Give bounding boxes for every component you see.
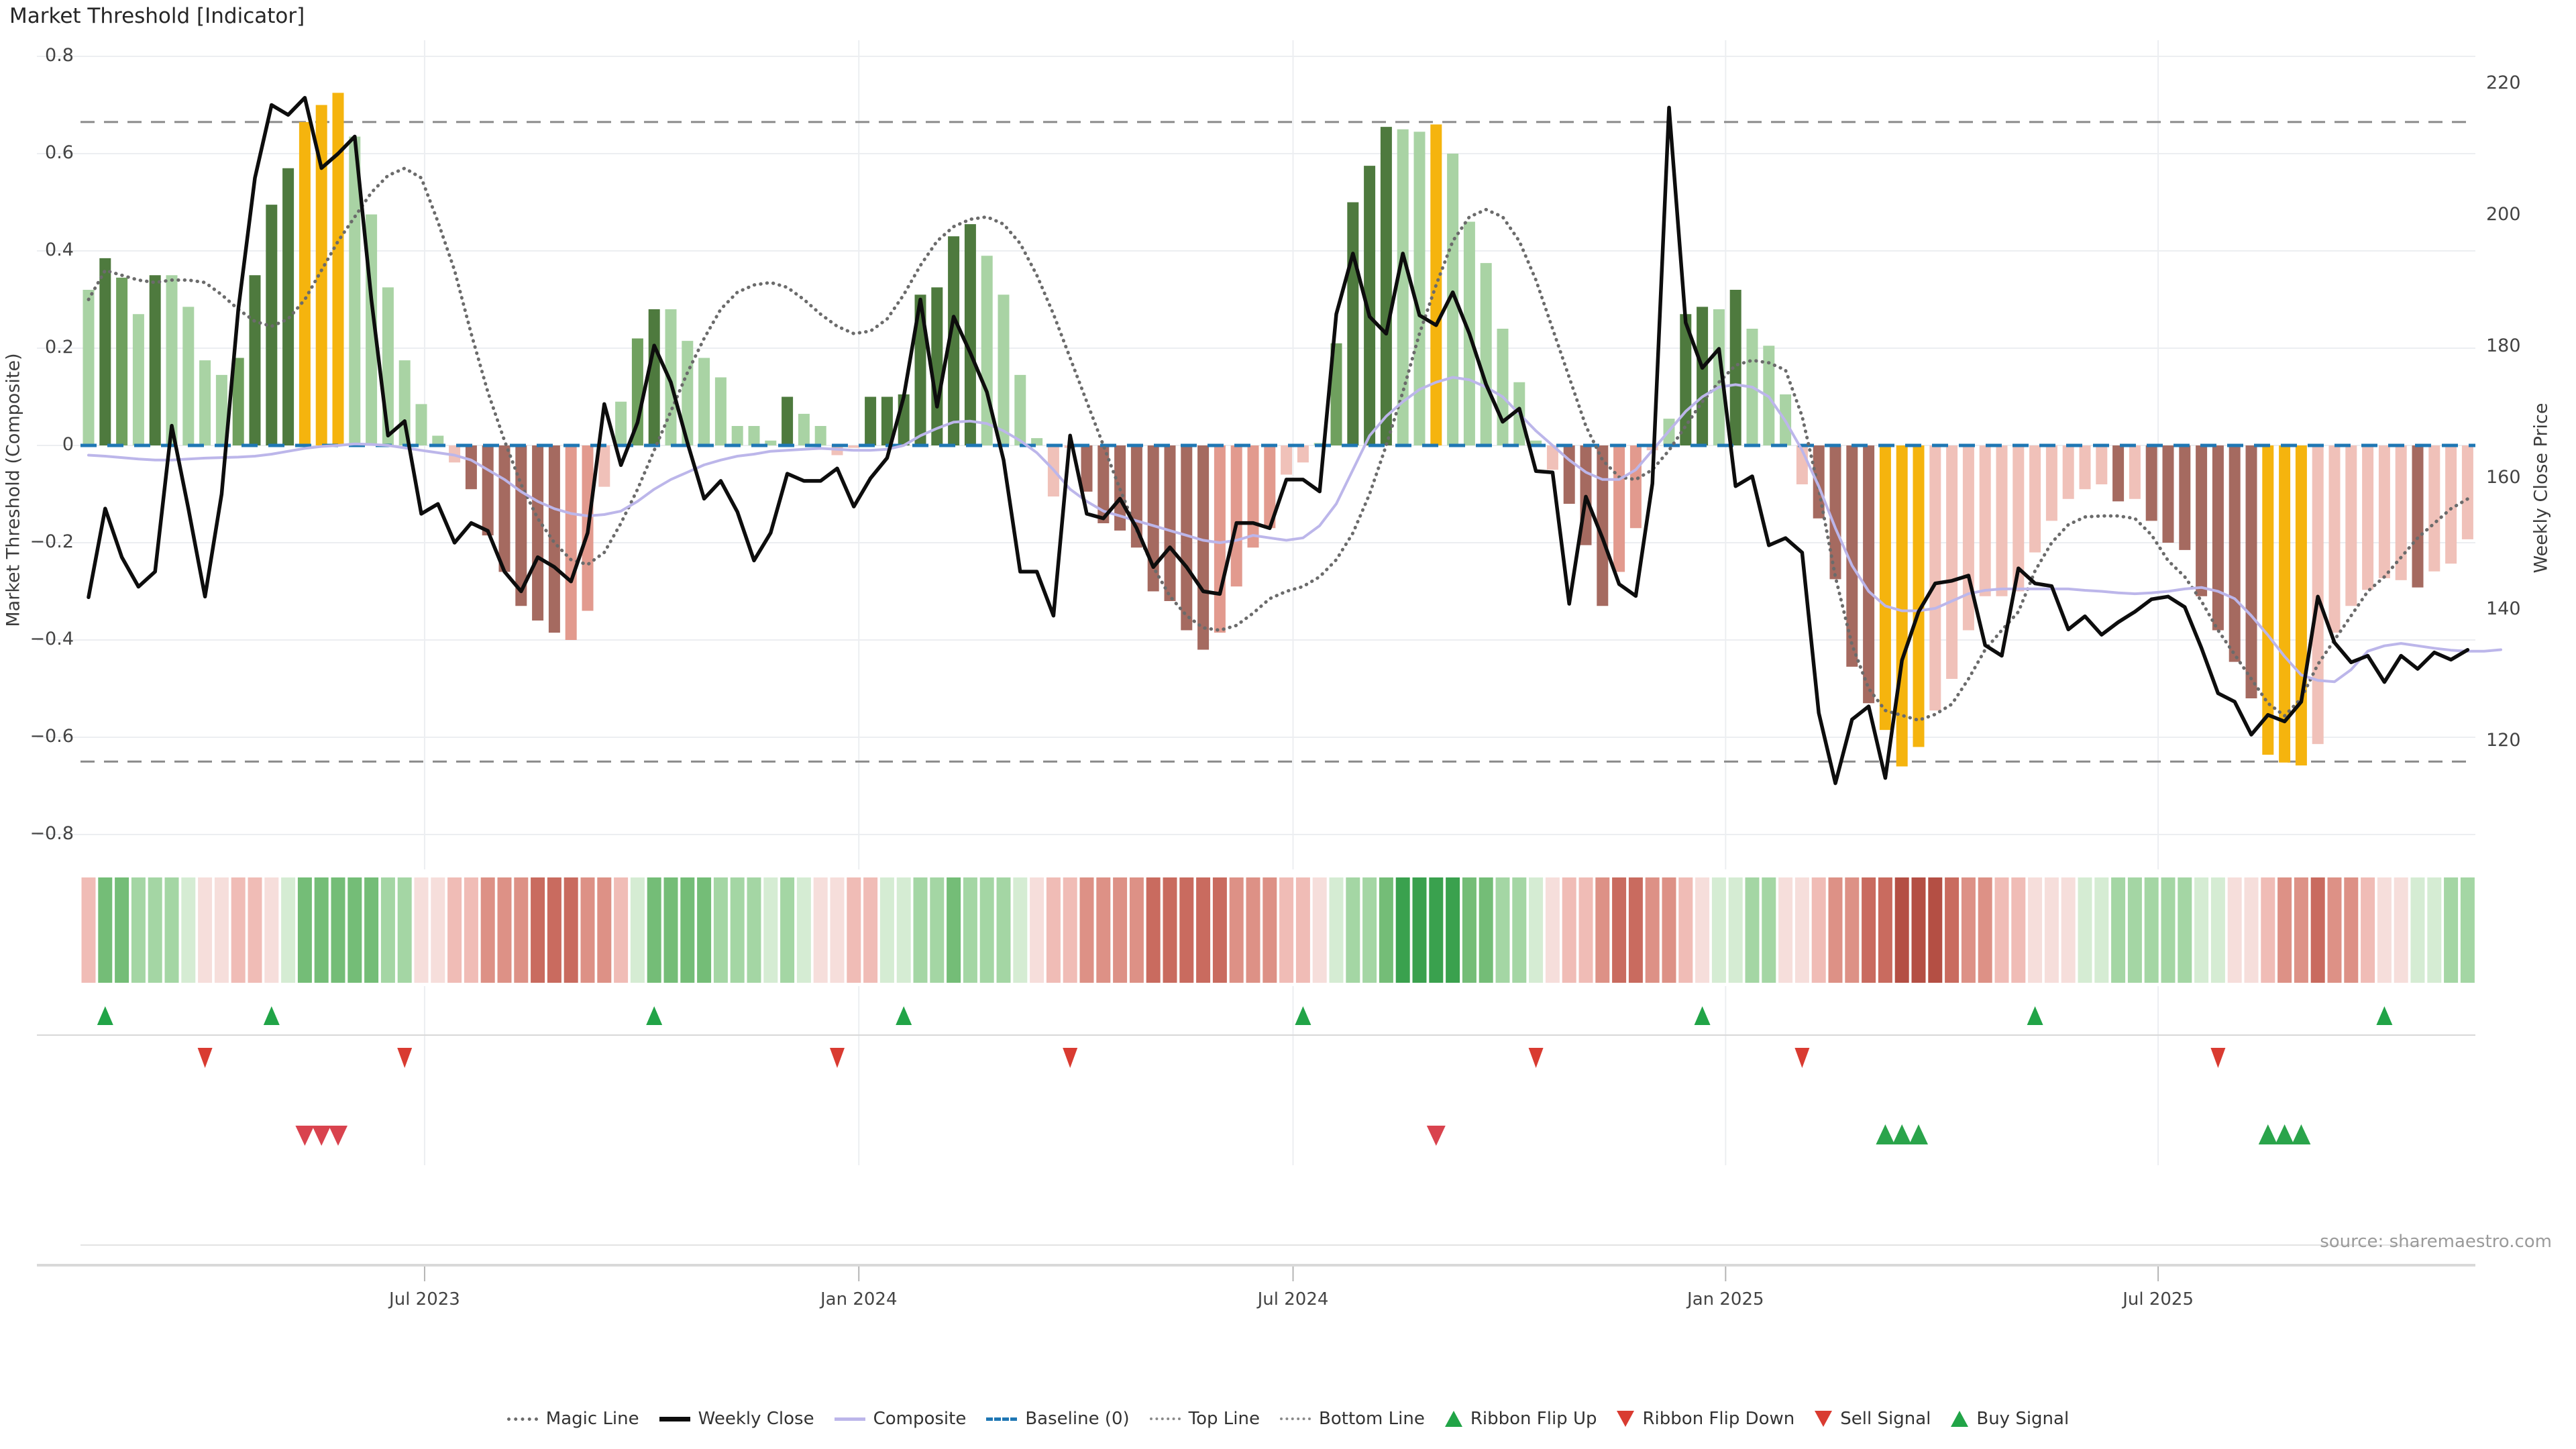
weekly-close-line bbox=[87, 95, 2470, 786]
momentum-ribbon bbox=[81, 877, 2475, 983]
legend-label: Composite bbox=[873, 1409, 967, 1429]
threshold-bars bbox=[83, 93, 2473, 767]
x-axis-tick: Jul 2023 bbox=[389, 1289, 460, 1309]
legend-label: Ribbon Flip Down bbox=[1642, 1409, 1795, 1429]
legend-label: Baseline (0) bbox=[1025, 1409, 1130, 1429]
tri-down-red-icon bbox=[1815, 1411, 1833, 1427]
dotted-gray-thin-icon bbox=[1149, 1417, 1181, 1420]
ribbon-flip-down-markers bbox=[197, 1048, 2226, 1068]
solid-lavender-icon bbox=[834, 1417, 865, 1421]
left-axis-tick: −0.4 bbox=[30, 629, 74, 649]
legend-label: Buy Signal bbox=[1976, 1409, 2070, 1429]
x-axis-tick: Jul 2024 bbox=[1257, 1289, 1329, 1309]
right-axis-tick: 140 bbox=[2486, 598, 2521, 619]
legend-label: Bottom Line bbox=[1319, 1409, 1425, 1429]
dashed-blue-icon bbox=[986, 1417, 1018, 1421]
top-bottom-guide-lines bbox=[80, 121, 2475, 763]
x-axis-tick: Jul 2025 bbox=[2123, 1289, 2194, 1309]
left-axis-tick: −0.6 bbox=[30, 726, 74, 747]
legend-label: Weekly Close bbox=[698, 1409, 814, 1429]
legend-item-top-line: Top Line bbox=[1149, 1409, 1260, 1429]
left-axis-tick: 0 bbox=[62, 434, 74, 455]
legend-label: Sell Signal bbox=[1840, 1409, 1931, 1429]
composite-line bbox=[87, 376, 2502, 684]
legend: Magic Line Weekly Close Composite Baseline … bbox=[0, 1409, 2576, 1429]
legend-item-baseline-0-: Baseline (0) bbox=[986, 1409, 1130, 1429]
legend-item-composite: Composite bbox=[834, 1409, 967, 1429]
left-axis-tick: −0.8 bbox=[30, 823, 74, 844]
buy-signal-markers bbox=[1876, 1124, 2311, 1144]
legend-label: Top Line bbox=[1188, 1409, 1260, 1429]
page-title: Market Threshold [Indicator] bbox=[9, 4, 305, 28]
legend-item-ribbon-flip-down: Ribbon Flip Down bbox=[1617, 1409, 1794, 1429]
ribbon-flip-up-markers bbox=[97, 1006, 2393, 1025]
dotted-gray-thin-icon bbox=[1280, 1417, 1311, 1420]
left-axis-tick: 0.6 bbox=[45, 142, 74, 163]
legend-label: Magic Line bbox=[545, 1409, 639, 1429]
gridlines bbox=[37, 40, 2475, 1246]
left-axis-tick: 0.4 bbox=[45, 239, 74, 260]
legend-item-bottom-line: Bottom Line bbox=[1280, 1409, 1425, 1429]
legend-item-sell-signal: Sell Signal bbox=[1815, 1409, 1931, 1429]
right-axis-tick: 160 bbox=[2486, 466, 2521, 488]
left-axis-tick: 0.8 bbox=[45, 45, 74, 66]
right-axis-tick: 120 bbox=[2486, 729, 2521, 751]
dotted-gray-icon bbox=[506, 1417, 538, 1421]
legend-item-buy-signal: Buy Signal bbox=[1951, 1409, 2069, 1429]
x-axis-tick: Jan 2024 bbox=[820, 1289, 898, 1309]
legend-item-ribbon-flip-up: Ribbon Flip Up bbox=[1444, 1409, 1597, 1429]
tri-up-green-icon bbox=[1444, 1411, 1462, 1427]
x-axis-tick: Jan 2025 bbox=[1687, 1289, 1764, 1309]
left-axis-tick: 0.2 bbox=[45, 337, 74, 358]
solid-black-icon bbox=[659, 1416, 690, 1421]
right-axis-tick: 200 bbox=[2486, 204, 2521, 225]
sell-signal-markers bbox=[295, 1126, 1446, 1146]
right-axis-tick: 220 bbox=[2486, 72, 2521, 94]
tri-up-green-icon bbox=[1951, 1411, 1969, 1427]
legend-item-weekly-close: Weekly Close bbox=[659, 1409, 814, 1429]
legend-item-magic-line: Magic Line bbox=[506, 1409, 639, 1429]
right-axis-tick: 180 bbox=[2486, 335, 2521, 357]
magic-line bbox=[87, 166, 2469, 722]
x-axis-line bbox=[37, 1264, 2475, 1281]
tri-down-red-icon bbox=[1617, 1411, 1635, 1427]
source-note: source: sharemaestro.com bbox=[2320, 1232, 2552, 1252]
legend-label: Ribbon Flip Up bbox=[1470, 1409, 1597, 1429]
left-axis-tick: −0.2 bbox=[30, 531, 74, 552]
